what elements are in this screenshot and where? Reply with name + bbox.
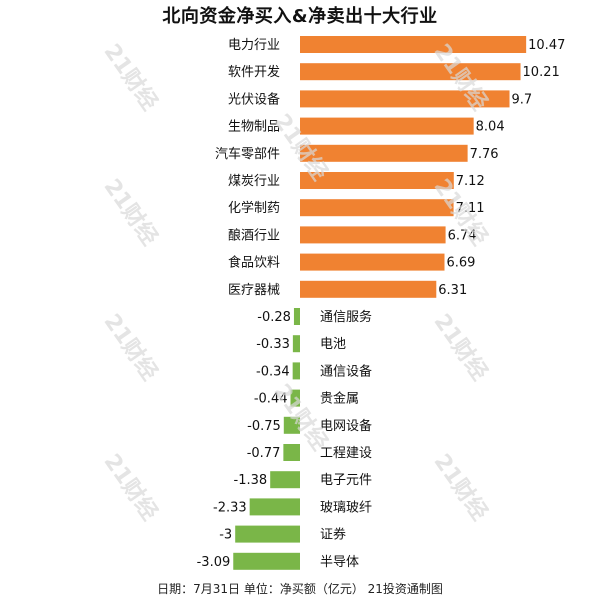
category-label: 半导体	[320, 555, 359, 570]
value-label: -0.34	[256, 364, 290, 379]
bar-软件开发	[300, 63, 521, 81]
bar-生物制品	[300, 117, 474, 135]
category-label: 光伏设备	[228, 91, 280, 107]
value-label: 6.31	[438, 283, 467, 298]
category-label: 化学制药	[228, 200, 280, 216]
bar-证券	[235, 525, 300, 543]
category-label: 电网设备	[320, 418, 372, 434]
category-label: 煤炭行业	[228, 174, 280, 189]
value-label: 8.04	[476, 120, 505, 135]
bar-电池	[292, 335, 300, 353]
chart-title: 北向资金净买入&净卖出十大行业	[162, 6, 438, 27]
value-label: -3.09	[197, 555, 231, 570]
bar-电子元件	[270, 471, 300, 489]
bar-通信设备	[292, 362, 300, 380]
category-label: 生物制品	[228, 120, 280, 135]
category-label: 医疗器械	[228, 283, 280, 298]
bar-煤炭行业	[300, 172, 454, 189]
value-label: -2.33	[213, 500, 247, 515]
category-label: 贵金属	[320, 391, 359, 407]
value-label: 9.7	[512, 92, 533, 107]
category-label: 软件开发	[228, 64, 280, 80]
category-label: 电池	[320, 337, 346, 352]
bar-工程建设	[283, 444, 300, 461]
category-label: 汽车零部件	[215, 146, 280, 162]
bar-电力行业	[300, 36, 527, 53]
chart-footer: 日期：7月31日 单位：净买额（亿元） 21投资通制图	[157, 582, 443, 596]
bar-电网设备	[283, 416, 300, 434]
category-label: 通信服务	[320, 309, 372, 325]
category-label: 证券	[320, 527, 346, 543]
value-label: -0.77	[247, 446, 281, 461]
value-label: 10.47	[528, 38, 565, 53]
value-label: -0.33	[256, 337, 290, 352]
value-label: 6.69	[447, 256, 476, 271]
category-label: 电力行业	[228, 38, 280, 53]
category-label: 食品饮料	[228, 255, 280, 271]
category-label: 酿酒行业	[228, 227, 280, 243]
value-label: -0.28	[257, 310, 291, 325]
value-label: -0.44	[254, 392, 288, 407]
bar-医疗器械	[300, 280, 437, 298]
category-label: 电子元件	[320, 473, 372, 488]
bar-酿酒行业	[300, 226, 446, 244]
value-label: -1.38	[234, 473, 268, 488]
value-label: 7.76	[470, 147, 499, 162]
value-label: -0.75	[247, 419, 281, 434]
value-label: 7.12	[456, 174, 485, 189]
bar-汽车零部件	[300, 144, 468, 162]
value-label: -3	[219, 528, 232, 543]
value-label: 7.11	[456, 201, 485, 216]
category-label: 玻璃玻纤	[320, 500, 372, 515]
bar-光伏设备	[300, 90, 510, 108]
bar-贵金属	[290, 389, 300, 407]
bar-食品饮料	[300, 253, 445, 271]
category-label: 通信设备	[320, 363, 372, 379]
bar-化学制药	[300, 199, 454, 217]
bar-半导体	[233, 552, 300, 570]
value-label: 6.74	[448, 228, 477, 243]
value-label: 10.21	[523, 65, 560, 80]
category-label: 工程建设	[320, 446, 372, 461]
bar-玻璃玻纤	[249, 498, 300, 516]
bar-通信服务	[293, 308, 300, 325]
